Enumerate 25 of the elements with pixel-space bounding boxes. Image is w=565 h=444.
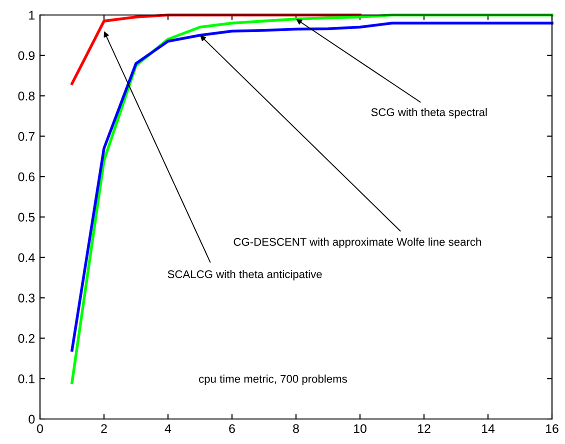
annotation: CG-DESCENT with approximate Wolfe line search: [234, 238, 481, 248]
annotation: cpu time metric, 700 problems: [199, 374, 347, 385]
y-tick-label: 0.8: [18, 92, 35, 100]
x-tick-label: 12: [418, 424, 430, 433]
x-tick-label: 0: [37, 424, 43, 434]
y-tick-label: 0.1: [18, 374, 35, 384]
x-tick-label: 16: [546, 424, 558, 434]
y-tick-label: 0.5: [18, 212, 35, 222]
y-tick-label: 1: [29, 10, 35, 20]
line-series: [70, 14, 362, 86]
y-tick-label: 0: [28, 414, 35, 424]
y-tick-label: 0.4: [18, 253, 35, 262]
y-tick-label: 0.7: [18, 132, 35, 141]
x-tick-label: 2: [101, 424, 107, 433]
y-tick-label: 0.9: [18, 51, 35, 60]
y-tick-label: 0.2: [18, 334, 35, 343]
x-tick-label: 6: [229, 424, 235, 434]
y-tick-label: 0.3: [18, 294, 35, 302]
x-tick-label: 10: [354, 424, 366, 434]
annotation: SCALCG with theta anticipative: [168, 270, 322, 280]
x-tick-label: 4: [164, 424, 172, 433]
x-tick-label: 8: [293, 424, 299, 434]
y-tick-label: 0.6: [18, 172, 35, 182]
annotation: SCG with theta spectral: [371, 108, 487, 118]
x-tick-label: 14: [482, 424, 495, 433]
